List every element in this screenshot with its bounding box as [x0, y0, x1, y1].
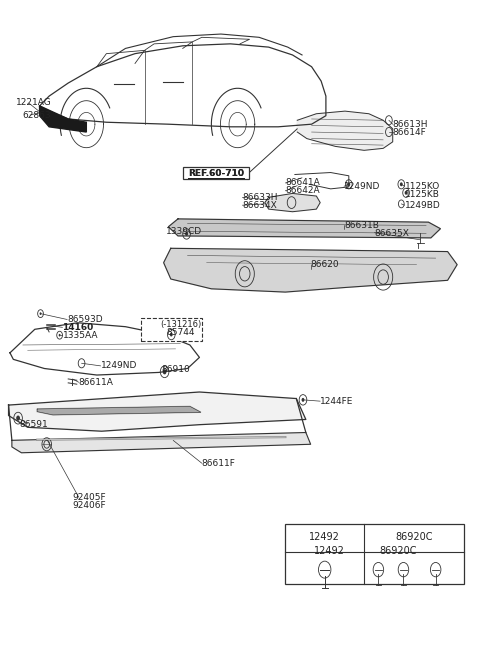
Text: 86593D: 86593D	[67, 315, 103, 324]
Circle shape	[39, 312, 41, 315]
Text: 92406F: 92406F	[72, 501, 106, 510]
Polygon shape	[265, 194, 320, 212]
Text: 86642A: 86642A	[285, 186, 320, 195]
Polygon shape	[164, 249, 457, 292]
Text: 86613H: 86613H	[393, 119, 428, 129]
Text: 1339CD: 1339CD	[166, 228, 202, 236]
Circle shape	[405, 191, 408, 195]
Text: REF.60-710: REF.60-710	[188, 169, 244, 178]
Text: 1244FE: 1244FE	[320, 398, 354, 406]
Text: 86611F: 86611F	[202, 459, 236, 468]
Text: 1125KO: 1125KO	[405, 182, 440, 191]
Text: 86920C: 86920C	[396, 532, 433, 543]
Text: 14160: 14160	[62, 323, 94, 332]
Text: 1335AA: 1335AA	[62, 331, 98, 340]
Circle shape	[59, 334, 60, 337]
Polygon shape	[37, 406, 201, 415]
Circle shape	[163, 369, 167, 375]
Text: 86631B: 86631B	[344, 221, 379, 230]
Text: 86611A: 86611A	[79, 378, 114, 387]
Text: 86634X: 86634X	[242, 201, 277, 210]
Text: 85744: 85744	[166, 328, 194, 337]
Polygon shape	[39, 106, 86, 132]
Text: REF.60-710: REF.60-710	[188, 169, 244, 178]
Polygon shape	[9, 392, 306, 431]
Polygon shape	[12, 432, 311, 453]
Polygon shape	[297, 111, 393, 150]
Polygon shape	[168, 219, 441, 238]
Text: 12492: 12492	[309, 532, 340, 543]
Text: (-131216): (-131216)	[160, 319, 202, 329]
Bar	[285, 524, 464, 584]
Text: 92405F: 92405F	[72, 493, 106, 502]
Text: 86591: 86591	[20, 420, 48, 428]
Text: 86920C: 86920C	[379, 546, 417, 556]
Circle shape	[400, 182, 403, 186]
Circle shape	[185, 232, 188, 236]
Text: 86910: 86910	[161, 365, 190, 374]
Text: 1249BD: 1249BD	[405, 201, 440, 211]
Circle shape	[301, 398, 304, 402]
Text: 86641A: 86641A	[285, 178, 320, 188]
Circle shape	[16, 415, 20, 420]
Circle shape	[348, 182, 350, 186]
Text: 86635X: 86635X	[374, 229, 409, 237]
Text: 86633H: 86633H	[242, 193, 278, 202]
Text: 86614F: 86614F	[393, 127, 426, 136]
Text: 1125KB: 1125KB	[405, 190, 440, 199]
Circle shape	[170, 333, 173, 337]
Text: 1221AG: 1221AG	[16, 98, 51, 107]
Bar	[183, 167, 249, 179]
Text: 12492: 12492	[314, 546, 345, 556]
Text: 1249ND: 1249ND	[101, 361, 137, 371]
Text: 62863: 62863	[23, 112, 51, 120]
Text: 1249ND: 1249ND	[344, 182, 381, 191]
Bar	[141, 318, 202, 341]
Text: 86620: 86620	[311, 260, 339, 269]
